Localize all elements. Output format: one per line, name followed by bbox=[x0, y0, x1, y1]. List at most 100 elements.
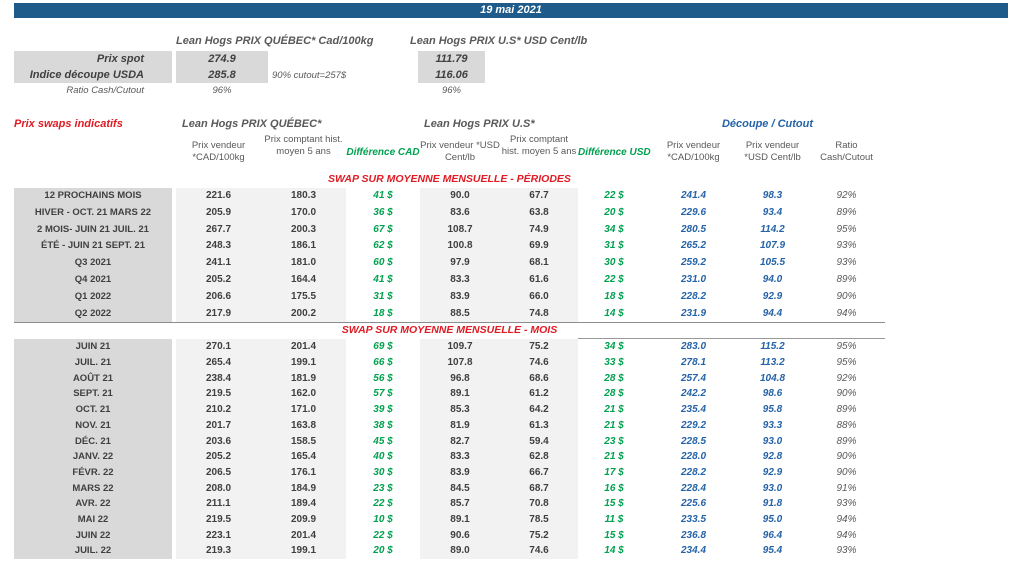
cell: 175.5 bbox=[261, 288, 346, 306]
cell: 206.5 bbox=[176, 464, 261, 481]
cell: 91% bbox=[836, 482, 857, 494]
cell: 20 $ bbox=[373, 545, 393, 557]
cell: 84.5 bbox=[420, 480, 500, 497]
table-row: DÉC. 21 203.6 158.5 45 $ 82.7 59.4 23 $ 228.5 93… bbox=[14, 433, 885, 450]
cutout-note: 90% cutout=257$ bbox=[272, 70, 347, 81]
cell: 94% bbox=[836, 307, 857, 319]
cell: 56 $ bbox=[373, 372, 393, 384]
cell: 83.9 bbox=[420, 464, 500, 481]
cell: 78.5 bbox=[500, 511, 578, 528]
cell: 171.0 bbox=[261, 402, 346, 418]
cell: 92% bbox=[836, 190, 857, 201]
cell: 231.9 bbox=[680, 307, 707, 319]
table-row: JUIL. 21 265.4 199.1 66 $ 107.8 74.6 33 $ 278.1… bbox=[14, 355, 885, 371]
row-label: OCT. 21 bbox=[14, 402, 172, 418]
cell: 229.6 bbox=[680, 206, 707, 218]
cell: 15 $ bbox=[604, 529, 624, 541]
cell: 259.2 bbox=[680, 257, 707, 269]
swaps-title: Prix swaps indicatifs bbox=[14, 118, 123, 130]
cell: 85.3 bbox=[420, 402, 500, 418]
cell: 83.9 bbox=[420, 288, 500, 306]
cell: 95.8 bbox=[762, 404, 783, 416]
qc-section-title: Lean Hogs PRIX QUÉBEC* Cad/100kg bbox=[176, 35, 374, 47]
cell: 189.4 bbox=[261, 496, 346, 512]
spot-row-label: Prix spot bbox=[96, 53, 144, 65]
cell: 64.2 bbox=[500, 402, 578, 418]
cell: 235.4 bbox=[680, 404, 707, 416]
table-row: NOV. 21 201.7 163.8 38 $ 81.9 61.3 21 $ 229.2 93… bbox=[14, 417, 885, 434]
cell: 265.4 bbox=[176, 355, 261, 371]
cell: 92.9 bbox=[762, 466, 783, 478]
cell: 22 $ bbox=[604, 273, 624, 285]
row-label: NOV. 21 bbox=[14, 417, 172, 434]
cell: 89.1 bbox=[420, 511, 500, 528]
cell: 96.8 bbox=[420, 370, 500, 387]
cell: 85.7 bbox=[420, 496, 500, 512]
cell: 96.4 bbox=[762, 529, 783, 541]
cell: 45 $ bbox=[373, 435, 393, 447]
cell: 16 $ bbox=[604, 482, 624, 494]
cell: 265.2 bbox=[680, 240, 707, 252]
cell: 31 $ bbox=[604, 240, 624, 252]
table-row: MAI 22 219.5 209.9 10 $ 89.1 78.5 11 $ 233.5 95.… bbox=[14, 511, 885, 528]
row-label: SEPT. 21 bbox=[14, 386, 172, 403]
spot-us-band bbox=[418, 51, 485, 83]
cell: 233.5 bbox=[680, 513, 707, 525]
cell: 75.2 bbox=[500, 339, 578, 356]
cell: 95.0 bbox=[762, 513, 783, 525]
row-label: ÉTÉ - JUIN 21 SEPT. 21 bbox=[14, 238, 172, 256]
cell: 181.0 bbox=[261, 255, 346, 272]
table-row: AOÛT 21 238.4 181.9 56 $ 96.8 68.6 28 $ 257.4 10… bbox=[14, 370, 885, 387]
cell: 100.8 bbox=[420, 238, 500, 256]
cell: 75.2 bbox=[500, 527, 578, 544]
cell: 28 $ bbox=[604, 388, 624, 400]
cell: 81.9 bbox=[420, 417, 500, 434]
cell: 36 $ bbox=[373, 206, 393, 218]
table-row: Q2 2022 217.9 200.2 18 $ 88.5 74.8 14 $ 231.9 94… bbox=[14, 305, 885, 323]
cell: 17 $ bbox=[604, 466, 624, 478]
cell: 61.3 bbox=[500, 417, 578, 434]
cell: 229.2 bbox=[680, 419, 707, 431]
cell: 203.6 bbox=[176, 433, 261, 450]
cell: 158.5 bbox=[261, 433, 346, 450]
cell: 257.4 bbox=[680, 372, 707, 384]
column-header: Prix comptant hist. moyen 5 ans bbox=[264, 134, 343, 157]
cell: 67.7 bbox=[500, 188, 578, 205]
cell: 74.9 bbox=[500, 221, 578, 239]
spot-ratio-us: 96% bbox=[441, 85, 461, 96]
cell: 93% bbox=[836, 498, 857, 510]
cell: 68.1 bbox=[500, 255, 578, 272]
cell: 18 $ bbox=[604, 290, 624, 302]
column-header: Prix comptant hist. moyen 5 ans bbox=[501, 134, 577, 157]
cell: 59.4 bbox=[500, 433, 578, 450]
us-group-title: Lean Hogs PRIX U.S* bbox=[424, 118, 535, 130]
cell: 61.6 bbox=[500, 271, 578, 289]
cell: 11 $ bbox=[604, 513, 624, 525]
us-section-title: Lean Hogs PRIX U.S* USD Cent/lb bbox=[410, 35, 588, 47]
cell: 231.0 bbox=[680, 273, 707, 285]
cell: 162.0 bbox=[261, 386, 346, 403]
cell: 228.4 bbox=[680, 482, 707, 494]
row-label: AVR. 22 bbox=[14, 496, 172, 512]
cell: 93% bbox=[836, 545, 857, 557]
cell: 33 $ bbox=[604, 357, 624, 369]
table-row: ÉTÉ - JUIN 21 SEPT. 21 248.3 186.1 62 $ 100.… bbox=[14, 238, 885, 256]
cell: 108.7 bbox=[420, 221, 500, 239]
cell: 83.6 bbox=[420, 204, 500, 222]
spot-row-label: Ratio Cash/Cutout bbox=[66, 85, 144, 96]
cell: 23 $ bbox=[604, 435, 624, 447]
cell: 206.6 bbox=[176, 288, 261, 306]
cell: 184.9 bbox=[261, 480, 346, 497]
cell: 61.2 bbox=[500, 386, 578, 403]
cell: 283.0 bbox=[680, 341, 707, 353]
table-row: AVR. 22 211.1 189.4 22 $ 85.7 70.8 15 $ 225.6 91… bbox=[14, 496, 885, 512]
row-label: FÉVR. 22 bbox=[14, 464, 172, 481]
cell: 199.1 bbox=[261, 543, 346, 559]
column-header: Différence USD bbox=[578, 147, 651, 158]
cell: 225.6 bbox=[680, 498, 707, 510]
cell: 228.2 bbox=[680, 290, 707, 302]
section-divider bbox=[578, 338, 885, 340]
cell: 18 $ bbox=[373, 307, 393, 319]
cell: 164.4 bbox=[261, 271, 346, 289]
